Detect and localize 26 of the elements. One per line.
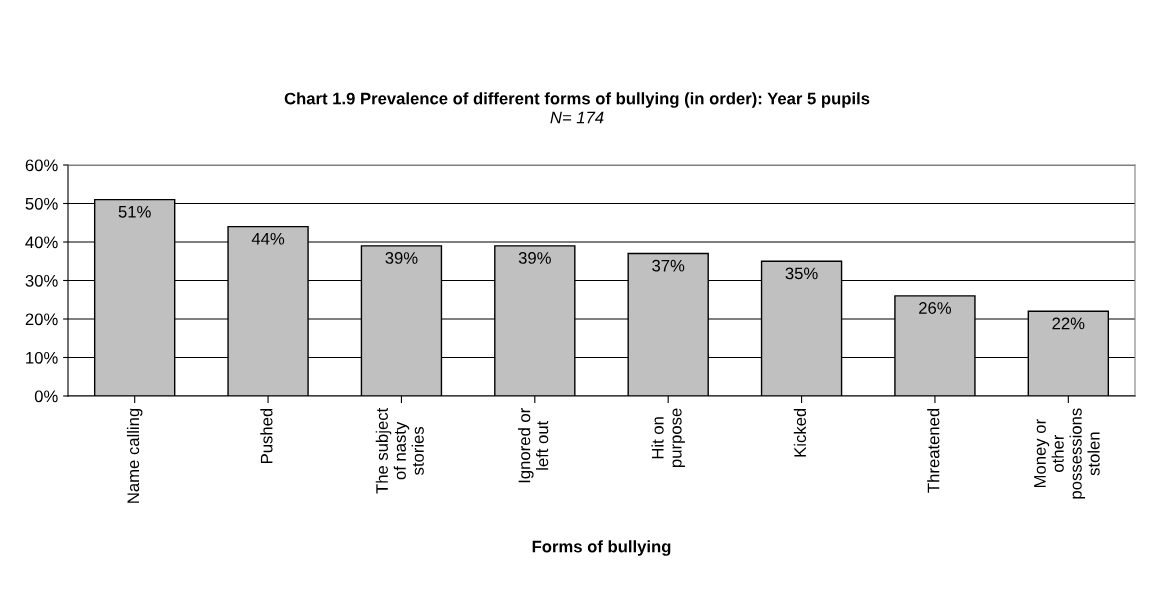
data-label: 26% (919, 302, 952, 314)
chart-title: Chart 1.9 Prevalence of different forms of bullying (in order): Year 5 pupils (284, 92, 870, 108)
data-label: 44% (251, 232, 285, 245)
x-tick-label: Pushed (260, 408, 273, 463)
y-tick-label: 60% (25, 159, 58, 172)
data-label: 39% (385, 252, 418, 264)
chart-subtitle: N= 174 (550, 111, 604, 124)
x-tick-label: The subject of nasty stories (375, 407, 424, 494)
x-tick-label: Kicked (793, 408, 807, 457)
data-label: 37% (652, 259, 685, 272)
x-tick-label: Threatened (927, 408, 940, 493)
data-label: 39% (518, 252, 551, 264)
y-tick-label: 40% (25, 236, 58, 249)
x-tick-label: Hit on purpose (651, 408, 685, 467)
x-axis-title: Forms of bullying (532, 540, 671, 556)
y-tick-label: 20% (25, 313, 58, 326)
x-tick-label: Money or other possessions stolen (1034, 408, 1100, 499)
data-label: 22% (1052, 317, 1085, 330)
y-tick-label: 10% (26, 351, 58, 364)
x-tick-label: Name calling (126, 408, 143, 503)
x-tick-label: Ignored or left out (518, 408, 549, 483)
y-tick-label: 50% (25, 197, 58, 210)
y-tick-label: 30% (25, 274, 58, 287)
data-label: 35% (785, 267, 818, 280)
y-tick-label: 0% (34, 390, 58, 403)
data-label: 51% (118, 205, 151, 218)
